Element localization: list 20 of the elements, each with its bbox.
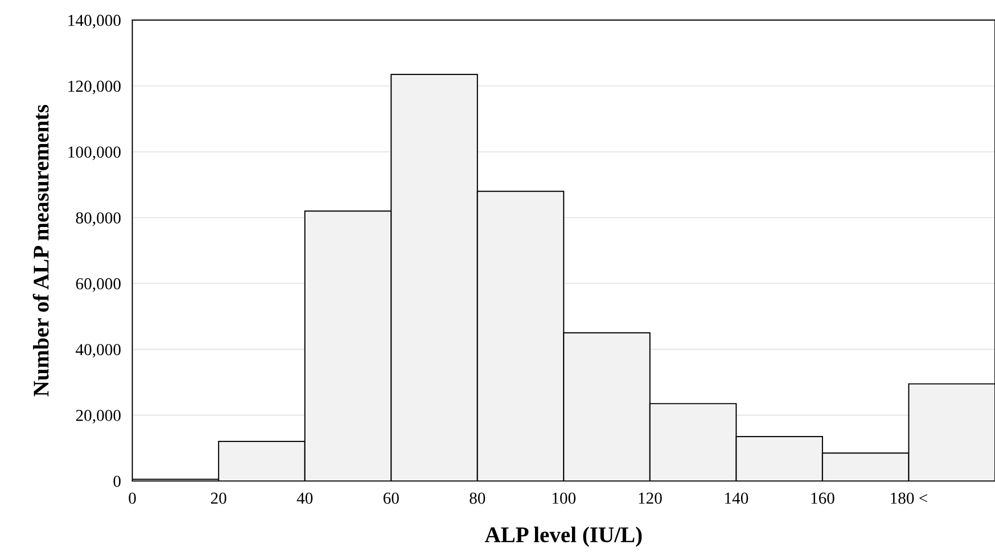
y-axis-title: Number of ALP measurements (32, 104, 49, 396)
y-tick-label: 140,000 (68, 14, 121, 28)
x-tick-label: 60 (384, 492, 399, 504)
x-tick-label: 120 (638, 492, 662, 504)
y-tick-label: 80,000 (76, 212, 121, 226)
x-tick-label: 180 < (890, 492, 928, 504)
x-tick-label: 20 (211, 492, 226, 504)
y-tick-label: 120,000 (68, 80, 121, 94)
y-tick-label: 100,000 (68, 146, 121, 160)
x-tick-label: 140 (725, 492, 748, 504)
x-tick-label: 80 (470, 492, 486, 504)
x-tick-label: 0 (128, 492, 136, 504)
y-tick-label: 0 (114, 476, 121, 487)
x-tick-label: 100 (552, 492, 576, 504)
y-tick-label: 60,000 (76, 278, 121, 292)
y-tick-label: 40,000 (76, 344, 121, 358)
x-tick-label: 40 (296, 492, 313, 504)
x-tick-label: 160 (811, 492, 834, 504)
y-tick-label: 20,000 (76, 410, 121, 424)
x-axis-title: ALP level (IU/L) (484, 526, 642, 547)
